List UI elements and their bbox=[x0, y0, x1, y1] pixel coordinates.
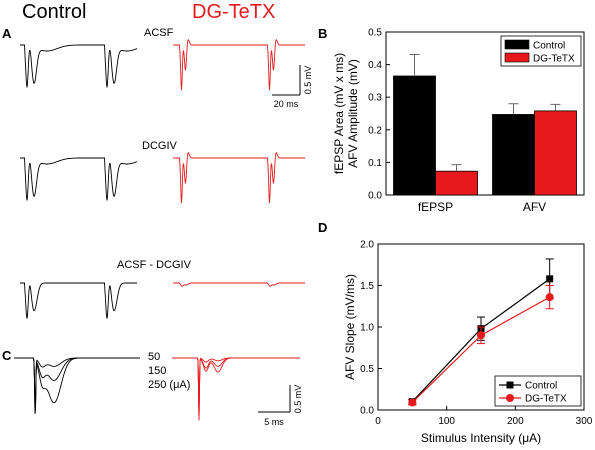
intensity-label-250: 250 (μA) bbox=[148, 379, 190, 391]
x-tick-label-d: 100 bbox=[438, 416, 455, 427]
trace-control-250 bbox=[14, 357, 140, 414]
row-label-acsf: ACSF bbox=[144, 27, 174, 39]
scale-a-time: 20 ms bbox=[274, 99, 299, 109]
y-axis-label-b-2: AFV Amplitude (mV) bbox=[346, 59, 360, 168]
panel-c: C 50 150 250 (μA) 0.5 mV 5 ms bbox=[2, 348, 303, 427]
traces-panel-c bbox=[14, 357, 300, 421]
x-tick-label-d: 300 bbox=[576, 416, 593, 427]
y-tick-label-b: 0.1 bbox=[368, 158, 382, 169]
legend-label-control: Control bbox=[533, 41, 565, 52]
y-tick-label-b: 0.4 bbox=[368, 60, 382, 71]
row-label-acsf-minus-dcgiv: ACSF - DCGIV bbox=[117, 259, 192, 271]
x-tick-label-b: fEPSP bbox=[418, 200, 453, 214]
scale-bar-a: 0.5 mV 20 ms bbox=[272, 65, 313, 109]
bar-tetx bbox=[534, 110, 577, 196]
legend-label-tetx: DG-TeTX bbox=[525, 394, 567, 405]
panel-d-label: D bbox=[318, 220, 327, 235]
bar-tetx bbox=[435, 170, 478, 196]
point-control bbox=[546, 275, 554, 283]
row-label-dcgiv: DCGIV bbox=[142, 140, 178, 152]
y-tick-label-b: 0.2 bbox=[368, 125, 382, 136]
header-control: Control bbox=[22, 1, 86, 23]
panel-c-label: C bbox=[2, 348, 12, 363]
trace-tetx-acsf bbox=[173, 39, 305, 91]
chart-panel-b: 0.0 0.1 0.2 0.3 0.4 0.5 fEPSP AFV fEPSP Area (mV… bbox=[332, 28, 585, 214]
y-tick-label-d: 1.0 bbox=[360, 323, 374, 334]
x-tick-label-d: 0 bbox=[375, 416, 381, 427]
intensity-label-150: 150 bbox=[148, 365, 166, 377]
traces-panel-a bbox=[20, 39, 305, 319]
trace-tetx-150 bbox=[172, 357, 300, 421]
trace-control-dcgiv bbox=[20, 157, 138, 201]
point-tetx bbox=[408, 398, 417, 407]
legend-swatch-tetx bbox=[504, 52, 530, 63]
y-tick-label-d: 1.5 bbox=[360, 281, 374, 292]
y-tick-label-d: 2.0 bbox=[360, 240, 374, 251]
trace-control-50 bbox=[14, 357, 140, 413]
legend-marker-control bbox=[506, 381, 514, 389]
legend-marker-tetx bbox=[506, 394, 514, 402]
bar-control bbox=[492, 114, 535, 196]
header-tetx: DG-TeTX bbox=[192, 1, 275, 23]
y-tick-label-d: 0.5 bbox=[360, 364, 374, 375]
trace-tetx-dcgiv bbox=[173, 152, 305, 204]
y-tick-label-b: 0.0 bbox=[368, 191, 382, 202]
point-tetx bbox=[477, 331, 485, 340]
trace-control-150 bbox=[14, 357, 140, 414]
panel-b-label: B bbox=[318, 26, 327, 41]
scale-c-time: 5 ms bbox=[264, 417, 284, 427]
scale-a-amp: 0.5 mV bbox=[303, 66, 313, 95]
x-axis-label-d: Stimulus Intensity (μA) bbox=[421, 431, 541, 445]
panel-a: A ACSF DCGIV ACSF - DCGIV 0.5 mV 20 ms bbox=[2, 26, 313, 319]
y-tick-label-b: 0.5 bbox=[368, 28, 382, 39]
legend-swatch-control bbox=[504, 39, 530, 50]
scale-c-amp: 0.5 mV bbox=[293, 385, 303, 414]
y-tick-label-d: 0.0 bbox=[360, 406, 374, 417]
y-axis-label-d: AFV Slope (mV/ms) bbox=[343, 274, 357, 380]
x-tick-label-d: 200 bbox=[507, 416, 524, 427]
panel-a-label: A bbox=[2, 26, 12, 41]
bar-control bbox=[393, 75, 436, 196]
trace-tetx-250 bbox=[172, 357, 300, 421]
plot-frame-b bbox=[385, 31, 585, 196]
trace-control-acsf-minus-dcgiv bbox=[20, 282, 137, 319]
chart-panel-d: 0.0 0.5 1.0 1.5 2.0 0 100 200 300 Stimulus Intens… bbox=[343, 240, 593, 446]
point-tetx bbox=[545, 293, 554, 302]
y-tick-label-b: 0.3 bbox=[368, 93, 382, 104]
legend-label-control: Control bbox=[525, 381, 557, 392]
trace-tetx-acsf-minus-dcgiv bbox=[173, 282, 305, 287]
scale-bar-c: 0.5 mV 5 ms bbox=[258, 385, 303, 427]
legend-label-tetx: DG-TeTX bbox=[533, 54, 575, 65]
trace-control-acsf bbox=[20, 44, 138, 88]
trace-tetx-50 bbox=[172, 357, 300, 421]
y-axis-label-b-1: fEPSP Area (mV x ms) bbox=[332, 53, 346, 174]
x-tick-label-b: AFV bbox=[523, 200, 546, 214]
intensity-label-50: 50 bbox=[148, 351, 160, 363]
